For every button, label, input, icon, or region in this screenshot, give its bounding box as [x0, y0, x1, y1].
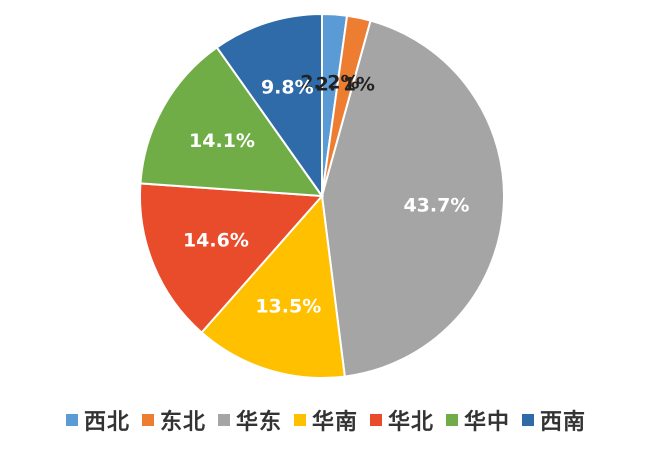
legend-item-3: 华南: [293, 404, 358, 436]
legend-item-6: 西南: [522, 404, 586, 436]
legend-label-1: 东北: [159, 410, 206, 435]
pie-slice-6: [215, 12, 323, 200]
legend-swatch-6: [522, 414, 535, 426]
legend-label-6: 西南: [540, 410, 587, 435]
legend-item-4: 华北: [370, 404, 434, 436]
pie-slice-4: [139, 182, 325, 334]
legend-swatch-0: [65, 414, 78, 426]
legend-item-2: 华东: [217, 404, 282, 436]
pie-slices: [139, 12, 505, 379]
legend-item-0: 西北: [65, 404, 130, 436]
data-label-3: 13.5%: [255, 296, 321, 318]
legend: 西北 东北 华东 华南 华北 华中 西南: [0, 402, 652, 438]
legend-swatch-1: [141, 414, 154, 426]
legend-swatch-2: [217, 414, 230, 426]
data-label-6: 9.8%: [261, 77, 314, 99]
data-label-4: 14.6%: [183, 230, 249, 252]
data-label-0: 2. 2%: [300, 72, 359, 94]
pie-slice-5: [139, 46, 325, 198]
legend-item-5: 华中: [446, 404, 510, 436]
data-label-1: 2. 1%: [316, 74, 375, 96]
legend-label-4: 华北: [388, 410, 435, 435]
legend-item-1: 东北: [141, 404, 206, 436]
legend-label-3: 华南: [311, 410, 358, 435]
legend-label-2: 华东: [235, 410, 282, 435]
legend-swatch-4: [370, 414, 382, 426]
legend-swatch-3: [293, 414, 306, 426]
data-label-2: 43.7%: [403, 194, 469, 216]
pie-slice-2: [320, 19, 505, 378]
pie-slice-3: [200, 193, 346, 379]
data-labels: 2. 2%2. 1% 43.7% 13.5% 14.6% 14.1% 9.8%: [183, 72, 469, 318]
legend-label-0: 西北: [83, 410, 130, 435]
data-label-5: 14.1%: [189, 130, 255, 152]
legend-label-5: 华中: [464, 410, 511, 435]
legend-swatch-5: [446, 414, 459, 426]
